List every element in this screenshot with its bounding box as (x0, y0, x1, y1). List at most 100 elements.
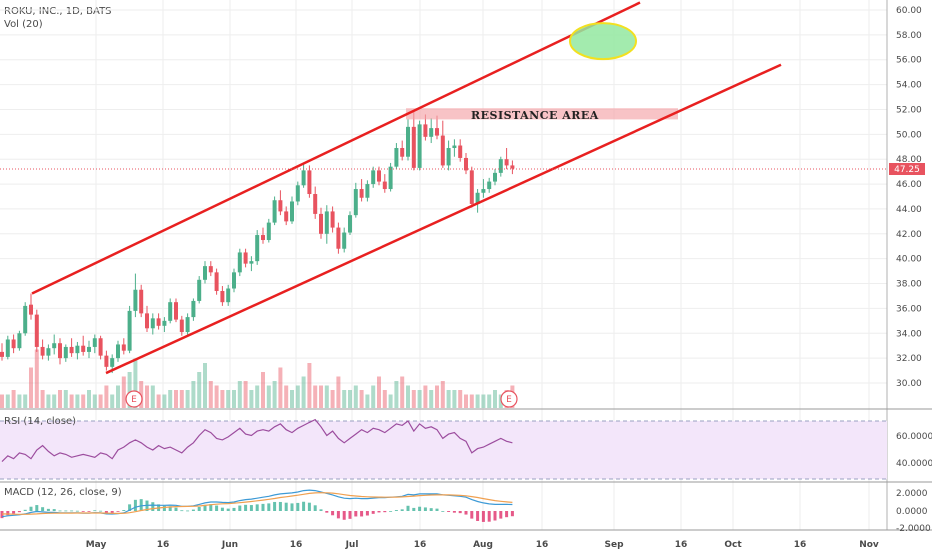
earnings-marker[interactable]: E (500, 390, 518, 408)
candle (295, 181, 300, 206)
volume-bar (249, 390, 254, 408)
macd-hist-bar (29, 506, 33, 511)
macd-hist-bar (336, 511, 340, 519)
macd-hist-bar (302, 501, 306, 511)
candle (249, 256, 254, 272)
volume-bar (330, 390, 335, 408)
candle (272, 196, 277, 226)
price-tick: 44.00 (896, 205, 922, 215)
macd-hist-bar (180, 510, 184, 512)
candle (40, 339, 45, 360)
macd-hist-bar (273, 501, 277, 511)
candle (168, 298, 173, 324)
volume-bar (487, 394, 492, 408)
candle (220, 286, 225, 306)
macd-hist-bar (168, 506, 172, 511)
volume-bar (23, 394, 28, 408)
macd-hist-bar (354, 511, 358, 517)
volume-bar (458, 390, 463, 408)
candle (75, 341, 80, 360)
macd-hist-bar (139, 499, 143, 511)
macd-hist-bar (371, 511, 375, 514)
drawing-overlays[interactable]: RESISTANCE AREA (0, 1, 887, 375)
macd-hist-bar (238, 505, 242, 511)
volume-bar (98, 394, 103, 408)
resistance-area-box[interactable] (406, 108, 678, 120)
lower-trend-line[interactable] (105, 63, 782, 375)
macd-title: MACD (12, 26, close, 9) (4, 487, 122, 498)
time-tick: Jun (221, 540, 238, 550)
candle (232, 268, 236, 293)
volume-bar (145, 385, 149, 408)
macd-hist-bar (365, 511, 369, 516)
time-tick: Jul (345, 540, 359, 550)
candle (336, 222, 341, 254)
macd-pane[interactable]: MACD (12, 26, close, 9) 2.0000 0.0000 -2… (0, 487, 932, 534)
candle (301, 164, 306, 188)
macd-hist-bar (209, 504, 213, 511)
candle (127, 305, 132, 354)
volume-bar (11, 390, 16, 408)
macd-hist-bar (348, 511, 352, 519)
volume-title[interactable]: Vol (20) (4, 19, 43, 30)
macd-hist-bar (35, 505, 39, 511)
macd-hist-bar (6, 511, 10, 516)
volume-bar (307, 363, 312, 408)
candle (63, 344, 68, 362)
macd-hist-bar (325, 511, 329, 513)
candle (46, 344, 51, 361)
symbol-title[interactable]: ROKU, INC., 1D, BATS (4, 6, 112, 17)
rsi-pane[interactable]: RSI (14, close) 60.0000 40.0000 (0, 416, 932, 480)
volume-bars (0, 349, 515, 408)
candle (11, 334, 16, 354)
volume-bar (313, 385, 318, 408)
macd-hist-bar (220, 507, 224, 511)
price-tick: 50.00 (896, 130, 922, 140)
earnings-marker[interactable]: E (125, 390, 143, 408)
macd-hist-bar (162, 505, 166, 511)
macd-hist-bar (128, 504, 132, 511)
volume-bar (179, 390, 184, 408)
volume-bar (301, 376, 306, 408)
candle (174, 298, 178, 323)
macd-hist-bar (447, 511, 451, 512)
macd-hist-bar (64, 510, 68, 512)
macd-hist-bar (400, 509, 404, 511)
earnings-marker-label: E (506, 395, 512, 405)
time-tick: Nov (859, 540, 879, 550)
time-axis[interactable]: May 16 Jun 16 Jul 16 Aug 16 Sep 16 Oct 16 Nov (86, 540, 879, 550)
volume-bar (406, 385, 410, 408)
macd-hist-bar (290, 503, 294, 511)
macd-hist-bar (174, 507, 178, 511)
signal-line (1, 492, 513, 515)
time-tick: Aug (473, 540, 493, 550)
candle (226, 284, 231, 306)
volume-bar (284, 385, 289, 408)
price-axis[interactable]: 30.00 32.00 34.00 36.00 38.00 40.00 42.00 44.00… (886, 0, 922, 530)
volume-bar (75, 394, 80, 408)
candle (324, 205, 329, 244)
volume-bar (382, 390, 387, 408)
candle (208, 261, 213, 277)
target-ellipse[interactable] (569, 22, 637, 61)
macd-tick: -2.0000 (896, 524, 931, 534)
volume-bar (388, 394, 393, 408)
macd-hist-bar (81, 511, 85, 512)
volume-bar (69, 394, 74, 408)
macd-hist-bar (493, 511, 497, 521)
time-tick: Sep (604, 540, 624, 550)
candle (5, 335, 10, 360)
last-price-badge: 47.25 (889, 163, 925, 175)
upper-trend-line[interactable] (31, 1, 641, 295)
candle (394, 143, 399, 170)
volume-bar (17, 394, 22, 408)
volume-bar (34, 349, 39, 408)
volume-bar (87, 390, 91, 408)
candle (510, 160, 515, 175)
volume-bar (493, 390, 497, 408)
volume-bar (197, 372, 202, 408)
macd-hist-bar (435, 508, 439, 511)
volume-bar (377, 376, 381, 408)
macd-hist-bar (313, 505, 317, 511)
